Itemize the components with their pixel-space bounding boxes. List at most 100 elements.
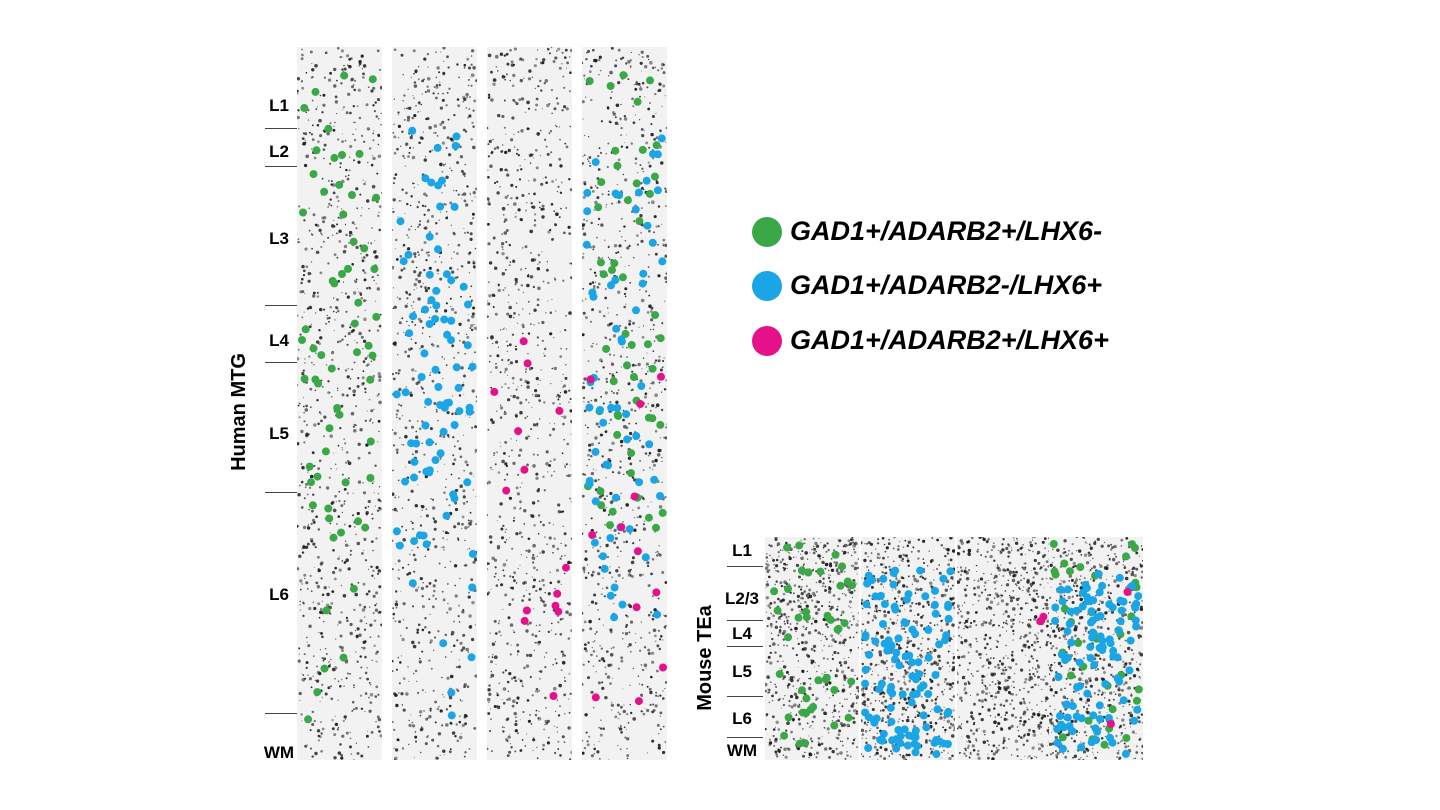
tissue-speck: [506, 62, 510, 66]
tissue-speck: [515, 212, 517, 214]
tissue-speck: [507, 358, 510, 361]
tissue-speck: [304, 141, 307, 144]
tissue-speck: [873, 564, 876, 567]
green-cell-marker: [335, 410, 344, 419]
tissue-speck: [322, 103, 326, 107]
tissue-speck: [828, 574, 830, 576]
tissue-speck: [791, 647, 795, 650]
tissue-speck: [502, 214, 505, 216]
tissue-speck: [356, 752, 360, 755]
tissue-speck: [864, 696, 866, 698]
tissue-speck: [517, 154, 520, 157]
tissue-speck: [317, 734, 320, 738]
tissue-speck: [524, 745, 527, 747]
tissue-speck: [545, 181, 548, 184]
tissue-speck: [883, 613, 887, 618]
tissue-speck: [526, 415, 529, 418]
tissue-speck: [321, 635, 324, 639]
tissue-speck: [366, 287, 369, 290]
green-cell-marker: [843, 577, 852, 586]
tissue-speck: [825, 624, 827, 626]
tissue-speck: [375, 660, 378, 663]
tissue-speck: [307, 271, 311, 276]
tissue-speck: [467, 595, 471, 599]
tissue-speck: [867, 612, 870, 615]
tissue-speck: [307, 279, 311, 283]
tissue-speck: [661, 366, 664, 369]
tissue-speck: [354, 223, 356, 225]
tissue-speck: [592, 706, 595, 709]
tissue-speck: [569, 398, 572, 400]
tissue-speck: [659, 694, 662, 697]
tissue-speck: [330, 180, 333, 183]
tissue-speck: [569, 497, 572, 500]
tissue-speck: [427, 218, 429, 220]
tissue-speck: [623, 305, 626, 309]
tissue-speck: [620, 730, 623, 734]
tissue-speck: [459, 577, 461, 580]
tissue-speck: [346, 619, 349, 622]
tissue-speck: [368, 147, 372, 150]
tissue-speck: [443, 549, 445, 551]
tissue-speck: [303, 420, 306, 423]
tissue-speck: [557, 580, 561, 584]
blue-cell-marker: [653, 610, 662, 619]
tissue-speck: [555, 568, 560, 573]
tissue-speck: [632, 256, 635, 259]
tissue-speck: [321, 216, 325, 220]
tissue-speck: [352, 291, 357, 295]
tissue-speck: [561, 51, 564, 54]
blue-cell-marker: [440, 403, 449, 412]
blue-cell-marker: [615, 191, 624, 200]
tissue-speck: [645, 667, 647, 669]
tissue-speck: [535, 58, 538, 61]
tissue-speck: [793, 703, 797, 707]
tissue-speck: [298, 416, 301, 419]
tissue-speck: [302, 405, 305, 408]
human-layer-wm: WM: [263, 743, 295, 762]
tissue-speck: [496, 520, 498, 522]
tissue-speck: [460, 733, 462, 734]
tissue-speck: [639, 539, 641, 541]
tissue-speck: [467, 116, 469, 119]
tissue-speck: [528, 180, 530, 182]
tissue-speck: [587, 400, 590, 404]
tissue-speck: [582, 385, 586, 390]
tissue-speck: [848, 591, 851, 594]
tissue-speck: [821, 708, 825, 712]
tissue-speck: [615, 371, 618, 374]
tissue-speck: [412, 453, 414, 456]
tissue-speck: [636, 243, 639, 246]
tissue-speck: [319, 271, 323, 275]
tissue-speck: [445, 104, 448, 107]
tissue-speck: [538, 640, 541, 644]
tissue-speck: [517, 288, 520, 291]
tissue-speck: [586, 564, 588, 566]
tissue-speck: [469, 519, 473, 523]
tissue-speck: [521, 194, 525, 197]
tissue-speck: [843, 678, 847, 682]
tissue-speck: [377, 154, 382, 158]
tissue-speck: [360, 215, 362, 217]
tissue-speck: [798, 722, 802, 726]
tissue-speck: [424, 289, 428, 293]
tissue-speck: [361, 608, 366, 612]
tissue-speck: [920, 624, 924, 627]
tissue-speck: [778, 631, 782, 634]
tissue-speck: [496, 410, 498, 412]
tissue-speck: [451, 731, 456, 735]
tissue-speck: [565, 107, 569, 111]
tissue-speck: [419, 220, 422, 223]
tissue-speck: [429, 641, 432, 644]
tissue-speck: [400, 590, 402, 592]
tissue-speck: [514, 215, 517, 218]
tissue-speck: [847, 544, 849, 547]
tissue-speck: [474, 674, 477, 678]
tissue-speck: [408, 106, 412, 110]
tissue-speck: [614, 580, 618, 583]
tissue-speck: [528, 402, 530, 404]
tissue-speck: [406, 118, 410, 122]
blue-cell-marker: [590, 538, 599, 547]
tissue-speck: [411, 321, 414, 323]
tissue-speck: [539, 521, 542, 523]
